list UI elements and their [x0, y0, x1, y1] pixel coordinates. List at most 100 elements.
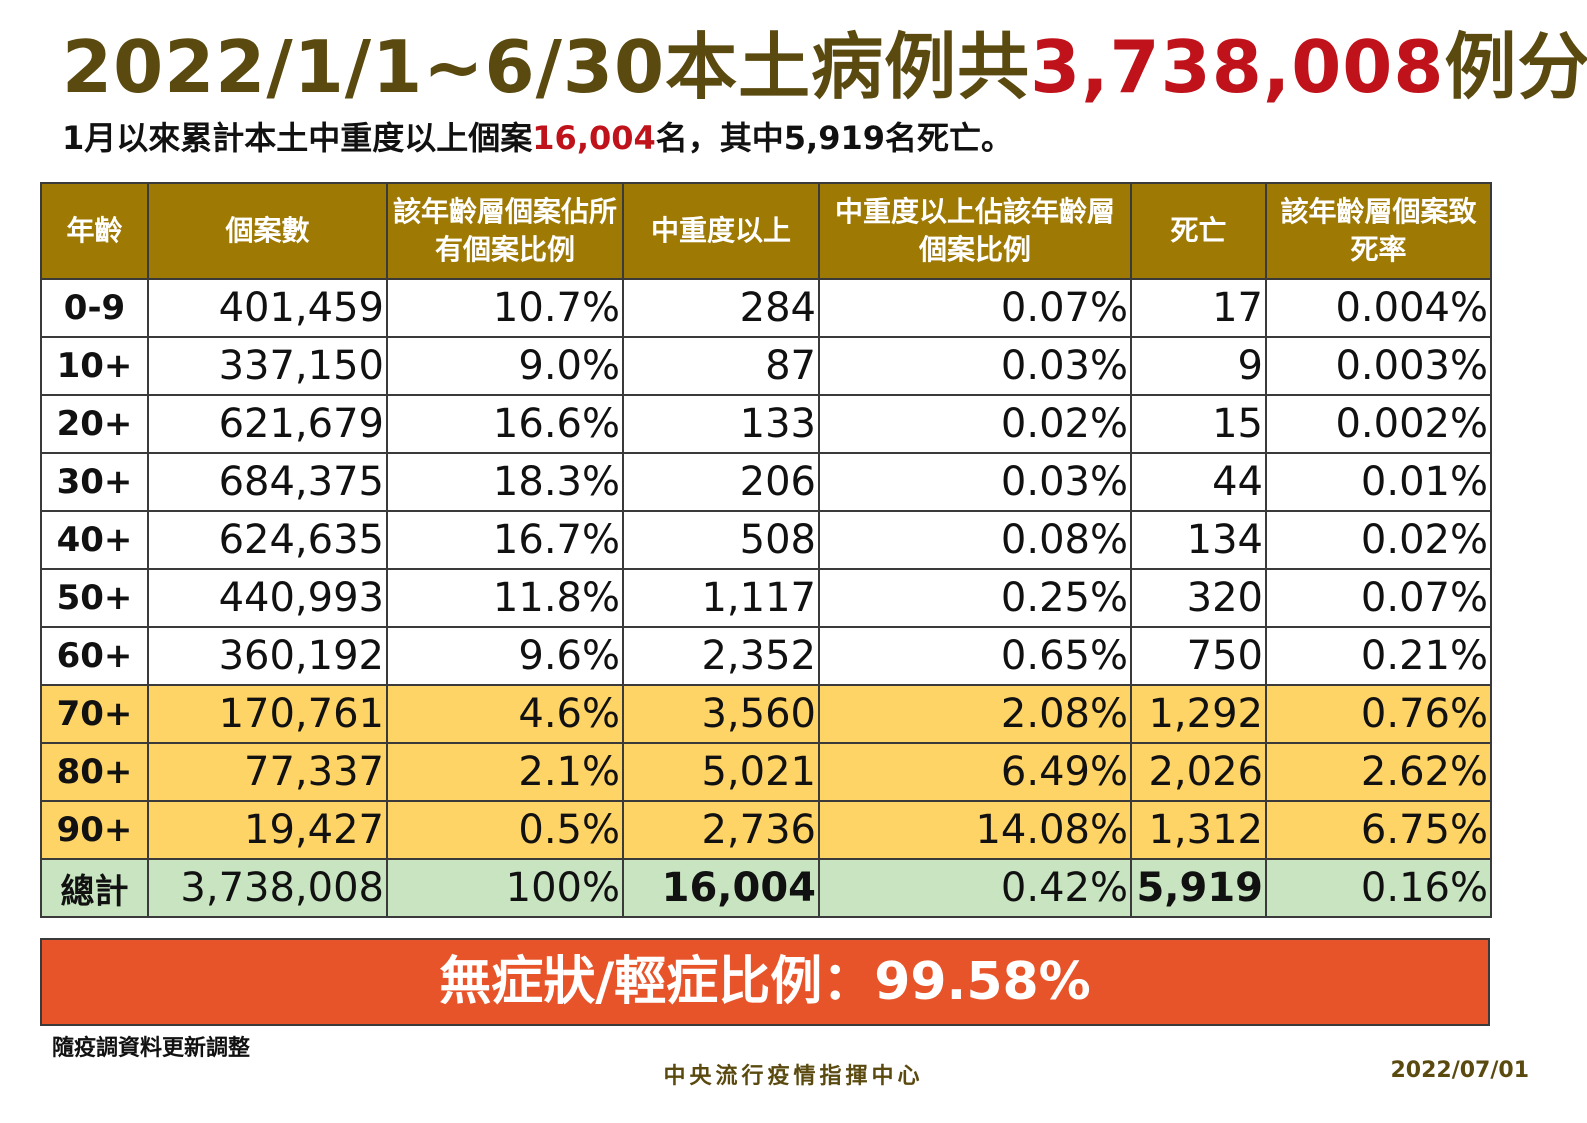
- table-cell: 14.08%: [818, 800, 1132, 860]
- table-cell: 0.003%: [1265, 336, 1492, 396]
- table-cell: 4.6%: [386, 684, 624, 744]
- table-cell: 11.8%: [386, 568, 624, 628]
- table-cell: 9.0%: [386, 336, 624, 396]
- table-cell: 1,117: [622, 568, 820, 628]
- table-row: 80+ 77,337 2.1% 5,021 6.49% 2,026 2.62%: [40, 742, 1492, 802]
- table-cell: 5,021: [622, 742, 820, 802]
- table-cell: 16.7%: [386, 510, 624, 570]
- age-group-cell: 40+: [40, 510, 149, 570]
- table-cell: 2,736: [622, 800, 820, 860]
- footer-org: 中央流行疫情指揮中心: [663, 1064, 924, 1089]
- footnote: 隨疫調資料更新調整: [52, 1036, 251, 1061]
- table-cell: 1,312: [1130, 800, 1267, 860]
- table-cell: 0.004%: [1265, 278, 1492, 338]
- table-cell: 0.02%: [1265, 510, 1492, 570]
- header-deaths: 死亡: [1130, 182, 1267, 280]
- subtitle-suffix: 名，其中5,919名死亡。: [655, 119, 1013, 157]
- table-row: 0-9 401,459 10.7% 284 0.07% 17 0.004%: [40, 278, 1492, 338]
- table-cell: 6.49%: [818, 742, 1132, 802]
- age-group-cell: 總計: [40, 858, 149, 918]
- table-row: 20+ 621,679 16.6% 133 0.02% 15 0.002%: [40, 394, 1492, 454]
- header-cases: 個案數: [147, 182, 388, 280]
- table-cell: 2,026: [1130, 742, 1267, 802]
- table-cell: 2,352: [622, 626, 820, 686]
- table-cell: 0.76%: [1265, 684, 1492, 744]
- table-cell: 684,375: [147, 452, 388, 512]
- page-subtitle: 1月以來累計本土中重度以上個案16,004名，其中5,919名死亡。: [62, 118, 1013, 158]
- table-cell: 0.25%: [818, 568, 1132, 628]
- age-group-cell: 90+: [40, 800, 149, 860]
- table-row: 50+ 440,993 11.8% 1,117 0.25% 320 0.07%: [40, 568, 1492, 628]
- table-cell: 0.5%: [386, 800, 624, 860]
- table-cell: 44: [1130, 452, 1267, 512]
- total-row: 總計 3,738,008 100% 16,004 0.42% 5,919 0.16%: [40, 858, 1492, 918]
- table-cell: 508: [622, 510, 820, 570]
- table-cell: 0.02%: [818, 394, 1132, 454]
- table-cell: 0.65%: [818, 626, 1132, 686]
- table-header-row: 年齡 個案數 該年齡層個案佔所有個案比例 中重度以上 中重度以上佔該年齡層個案比…: [40, 182, 1492, 280]
- table-row: 30+ 684,375 18.3% 206 0.03% 44 0.01%: [40, 452, 1492, 512]
- table-cell: 0.01%: [1265, 452, 1492, 512]
- table-cell: 0.42%: [818, 858, 1132, 918]
- title-total-cases: 3,738,008: [1030, 25, 1445, 109]
- table-row: 40+ 624,635 16.7% 508 0.08% 134 0.02%: [40, 510, 1492, 570]
- table-cell: 2.62%: [1265, 742, 1492, 802]
- subtitle-prefix: 1月以來累計本土中重度以上個案: [62, 119, 533, 157]
- table-cell: 0.21%: [1265, 626, 1492, 686]
- table-cell: 284: [622, 278, 820, 338]
- header-severe: 中重度以上: [622, 182, 820, 280]
- table-row: 70+ 170,761 4.6% 3,560 2.08% 1,292 0.76%: [40, 684, 1492, 744]
- table-cell: 0.16%: [1265, 858, 1492, 918]
- table-cell: 3,738,008: [147, 858, 388, 918]
- table-cell: 360,192: [147, 626, 388, 686]
- table-cell: 6.75%: [1265, 800, 1492, 860]
- table-cell: 1,292: [1130, 684, 1267, 744]
- table-cell: 750: [1130, 626, 1267, 686]
- table-cell: 2.08%: [818, 684, 1132, 744]
- table-cell: 440,993: [147, 568, 388, 628]
- subtitle-severe-count: 16,004: [532, 119, 656, 157]
- table-body: 0-9 401,459 10.7% 284 0.07% 17 0.004% 10+ 337,15…: [40, 278, 1492, 918]
- table-cell: 87: [622, 336, 820, 396]
- age-group-cell: 80+: [40, 742, 149, 802]
- table-cell: 337,150: [147, 336, 388, 396]
- table-cell: 134: [1130, 510, 1267, 570]
- age-group-cell: 60+: [40, 626, 149, 686]
- table-cell: 3,560: [622, 684, 820, 744]
- table-row: 10+ 337,150 9.0% 87 0.03% 9 0.003%: [40, 336, 1492, 396]
- table-row: 60+ 360,192 9.6% 2,352 0.65% 750 0.21%: [40, 626, 1492, 686]
- table-cell: 5,919: [1130, 858, 1267, 918]
- table-cell: 624,635: [147, 510, 388, 570]
- table-cell: 133: [622, 394, 820, 454]
- table-cell: 0.03%: [818, 452, 1132, 512]
- age-group-cell: 10+: [40, 336, 149, 396]
- table-cell: 16,004: [622, 858, 820, 918]
- table-cell: 77,337: [147, 742, 388, 802]
- table-cell: 0.03%: [818, 336, 1132, 396]
- table-row: 90+ 19,427 0.5% 2,736 14.08% 1,312 6.75%: [40, 800, 1492, 860]
- header-fatality-rate: 該年齡層個案致死率: [1265, 182, 1492, 280]
- header-severe-share: 中重度以上佔該年齡層個案比例: [818, 182, 1132, 280]
- table-cell: 621,679: [147, 394, 388, 454]
- footer-date: 2022/07/01: [1390, 1058, 1529, 1083]
- table-cell: 10.7%: [386, 278, 624, 338]
- table-cell: 2.1%: [386, 742, 624, 802]
- page-title: 2022/1/1~6/30本土病例共3,738,008例分析: [62, 22, 1587, 112]
- title-prefix: 2022/1/1~6/30本土病例共: [62, 25, 1031, 109]
- age-group-cell: 50+: [40, 568, 149, 628]
- title-suffix: 例分析: [1444, 25, 1587, 109]
- table-cell: 401,459: [147, 278, 388, 338]
- table-cell: 100%: [386, 858, 624, 918]
- table-cell: 18.3%: [386, 452, 624, 512]
- table-cell: 0.07%: [1265, 568, 1492, 628]
- table-cell: 170,761: [147, 684, 388, 744]
- table-cell: 16.6%: [386, 394, 624, 454]
- table-cell: 0.07%: [818, 278, 1132, 338]
- table-cell: 320: [1130, 568, 1267, 628]
- table-cell: 0.002%: [1265, 394, 1492, 454]
- table-cell: 19,427: [147, 800, 388, 860]
- age-stats-table: 年齡 個案數 該年齡層個案佔所有個案比例 中重度以上 中重度以上佔該年齡層個案比…: [40, 182, 1492, 918]
- age-group-cell: 30+: [40, 452, 149, 512]
- table-cell: 9: [1130, 336, 1267, 396]
- table-cell: 206: [622, 452, 820, 512]
